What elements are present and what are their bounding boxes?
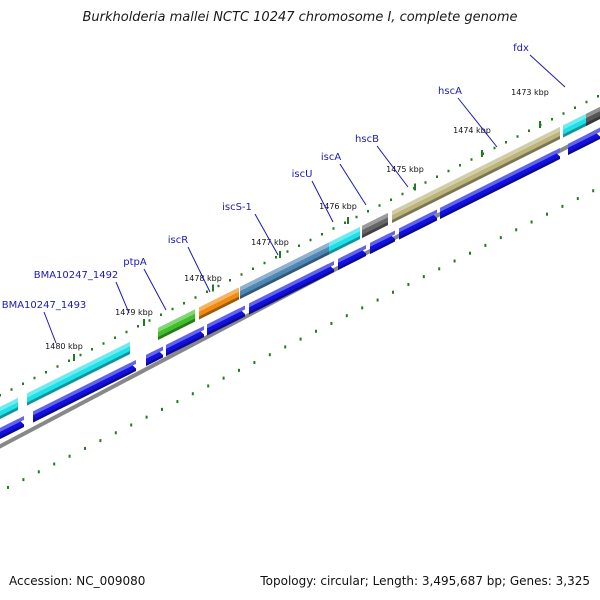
- gene-bma10247-1492-shadow: [27, 351, 130, 406]
- cds-arrow-highlight: [249, 261, 334, 308]
- gene-bma10247-1493-highlight: [0, 398, 18, 412]
- gene-label-bma10247-1492: BMA10247_1492: [34, 270, 119, 281]
- gene-hscb-shadow: [392, 200, 432, 223]
- gene-label-hsca-leader: [457, 97, 498, 148]
- gene-label-iscu: iscU: [292, 169, 313, 180]
- cds-arrow-shadow: [338, 253, 366, 270]
- gene-label-fdx: fdx: [513, 43, 529, 54]
- kbp-label: 1475 kbp: [386, 165, 424, 174]
- gene-isca-highlight: [362, 213, 388, 231]
- features-layer: [0, 107, 600, 439]
- gene-bma10247-1493-shadow: [0, 407, 18, 419]
- cds-arrow-highlight: [146, 346, 163, 359]
- cds-arrow-shadow: [440, 156, 560, 219]
- gene-label-bma10247-1493-leader: [43, 311, 57, 344]
- gene-hsca-highlight: [430, 127, 560, 197]
- gene-label-iscu-leader: [311, 180, 334, 223]
- gene-label-iscs-1-leader: [254, 213, 279, 256]
- cds-arrow-shadow: [568, 136, 600, 155]
- gene-unlabelled-shadow: [586, 116, 600, 126]
- cds-arrow-shadow: [0, 424, 24, 439]
- cds-arrow-highlight: [338, 245, 366, 263]
- gene-unlabelled-highlight: [586, 107, 600, 119]
- gene-label-hsca: hscA: [438, 86, 462, 97]
- cds-arrow-highlight: [207, 305, 245, 329]
- gene-fdx-highlight: [563, 110, 593, 130]
- cds-arrow-highlight: [0, 416, 24, 432]
- gene-label-isca-leader: [339, 163, 367, 206]
- cds-arrow-shadow: [399, 217, 437, 240]
- cds-arrow-shadow: [370, 238, 395, 254]
- gene-label-iscs-1: iscS-1: [222, 202, 252, 213]
- kbp-label: 1473 kbp: [511, 88, 549, 97]
- gene-isca-shadow: [362, 222, 388, 238]
- kbp-label: 1479 kbp: [115, 308, 153, 317]
- genome-title: Burkholderia mallei NCTC 10247 chromosom…: [82, 10, 518, 25]
- gene-label-bma10247-1492-leader: [115, 281, 130, 314]
- kbp-label: 1477 kbp: [251, 238, 289, 247]
- gene-ptpa-highlight: [158, 309, 195, 333]
- gene-label-isca: iscA: [321, 152, 341, 163]
- cds-arrow-highlight: [166, 326, 204, 349]
- cds-arrow-highlight: [370, 230, 395, 247]
- labels-layer: 1473 kbp 1474 kbp 1475 kbp 1476 kbp 1477 kbp…: [2, 43, 566, 351]
- gene-hscb-highlight: [392, 191, 432, 216]
- gene-label-hscb-leader: [376, 145, 409, 188]
- gene-label-ptpa: ptpA: [123, 257, 147, 268]
- gene-label-bma10247-1493: BMA10247_1493: [2, 300, 87, 311]
- gene-label-iscr: iscR: [168, 235, 188, 246]
- kbp-label: 1476 kbp: [319, 202, 357, 211]
- accession-text: Accession: NC_009080: [9, 574, 146, 588]
- cds-arrow-shadow: [166, 334, 204, 356]
- gene-iscr-highlight: [199, 287, 239, 312]
- gene-label-ptpa-leader: [143, 268, 167, 311]
- gene-iscu-shadow: [329, 236, 360, 255]
- gene-ptpa-shadow: [158, 318, 195, 340]
- cds-arrow-highlight: [440, 148, 560, 212]
- cds-arrow-shadow: [33, 368, 136, 423]
- gene-iscu-highlight: [329, 227, 360, 247]
- tick-marks-layer: [0, 95, 599, 489]
- gene-hsca-shadow: [430, 136, 560, 204]
- gene-iscs-1-shadow: [240, 251, 329, 299]
- gene-iscr-shadow: [199, 296, 239, 320]
- cds-arrow-shadow: [207, 313, 245, 336]
- cds-arrow-highlight: [399, 209, 437, 233]
- gene-label-hscb: hscB: [355, 134, 379, 145]
- cds-arrow-shadow: [249, 269, 334, 315]
- gene-label-fdx-leader: [529, 54, 566, 88]
- genome-summary-text: Topology: circular; Length: 3,495,687 bp…: [260, 574, 590, 588]
- cds-arrow-highlight: [33, 360, 136, 416]
- cds-arrow-shadow: [146, 354, 163, 366]
- kbp-label: 1480 kbp: [45, 342, 83, 351]
- gene-iscs-1-highlight: [240, 242, 329, 292]
- gene-fdx-shadow: [563, 119, 593, 138]
- gene-bma10247-1492-highlight: [27, 342, 130, 398]
- kbp-label: 1474 kbp: [453, 126, 491, 135]
- gene-label-iscr-leader: [187, 246, 211, 293]
- cds-arrow-highlight: [568, 128, 600, 148]
